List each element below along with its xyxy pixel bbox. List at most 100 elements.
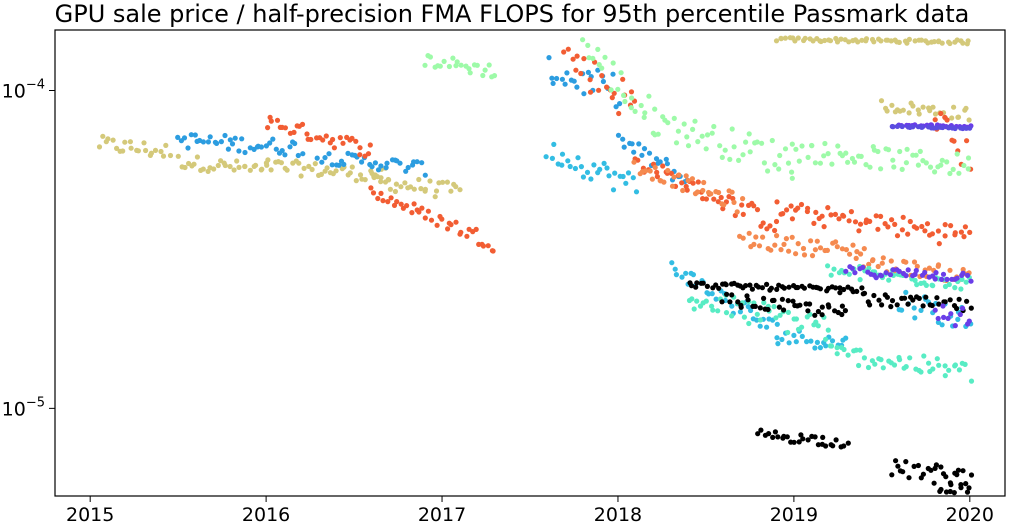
data-point <box>889 102 895 108</box>
data-point <box>932 307 938 313</box>
data-point <box>800 245 807 252</box>
data-point <box>333 168 339 174</box>
data-point <box>122 139 128 145</box>
data-point <box>847 251 853 257</box>
data-point <box>797 302 803 308</box>
data-point <box>889 217 895 223</box>
data-point <box>830 443 836 449</box>
data-point <box>440 179 446 185</box>
data-point <box>936 241 942 247</box>
data-point <box>956 296 962 302</box>
data-point <box>951 490 957 496</box>
data-point <box>163 142 169 148</box>
data-point <box>388 195 394 201</box>
data-point <box>673 140 680 146</box>
data-point <box>968 278 974 284</box>
data-point <box>398 184 404 190</box>
data-point <box>345 150 351 156</box>
data-point <box>604 84 610 90</box>
data-point <box>854 249 860 255</box>
data-point <box>780 211 786 217</box>
data-point <box>940 271 947 277</box>
data-point <box>809 253 816 259</box>
data-point <box>924 221 931 227</box>
data-point <box>278 160 284 166</box>
data-point <box>561 49 567 55</box>
data-point <box>694 189 701 195</box>
data-point <box>812 247 819 253</box>
data-point <box>912 277 918 283</box>
data-point <box>407 184 414 190</box>
data-point <box>789 234 795 240</box>
data-point <box>968 472 975 478</box>
data-point <box>956 367 963 373</box>
data-point <box>891 164 897 170</box>
data-point <box>433 188 440 194</box>
data-point <box>320 137 326 143</box>
data-point <box>933 270 939 276</box>
data-point <box>387 186 393 192</box>
data-point <box>613 104 619 110</box>
data-point <box>242 163 248 169</box>
data-point <box>681 121 687 127</box>
data-point <box>709 130 715 136</box>
data-point <box>642 110 648 116</box>
data-point <box>966 117 972 123</box>
data-point <box>701 179 707 186</box>
data-point <box>632 108 638 114</box>
data-point <box>785 298 791 304</box>
data-point <box>747 282 753 288</box>
data-point <box>200 139 206 145</box>
data-point <box>584 169 591 175</box>
data-point <box>628 89 635 95</box>
data-point <box>867 218 873 224</box>
data-point <box>823 343 829 349</box>
data-point <box>823 336 829 342</box>
data-point <box>127 139 133 145</box>
data-point <box>779 296 786 302</box>
data-point <box>758 427 764 433</box>
data-point <box>888 258 894 264</box>
data-point <box>236 164 242 170</box>
data-point <box>704 283 711 289</box>
data-point <box>793 316 800 322</box>
data-point <box>776 166 782 172</box>
data-point <box>783 236 790 242</box>
data-point <box>932 111 939 117</box>
data-point <box>774 286 780 292</box>
data-point <box>936 362 942 368</box>
data-point <box>930 283 936 289</box>
data-point <box>727 156 733 162</box>
data-point <box>572 165 579 172</box>
data-point <box>884 108 890 114</box>
data-point <box>857 347 863 353</box>
data-point <box>962 224 969 230</box>
data-point <box>944 117 950 123</box>
data-point <box>444 179 450 185</box>
data-point <box>940 303 946 309</box>
data-point <box>839 246 846 252</box>
data-point <box>903 160 910 166</box>
data-point <box>773 218 780 225</box>
data-point <box>932 117 938 123</box>
data-point <box>878 98 885 104</box>
data-point <box>453 184 459 190</box>
data-point <box>834 39 841 45</box>
data-point <box>704 132 711 138</box>
data-point <box>813 209 819 215</box>
data-point <box>652 106 658 112</box>
data-point <box>340 140 346 146</box>
data-point <box>96 144 103 150</box>
data-point <box>845 352 851 358</box>
data-point <box>432 194 438 200</box>
data-point <box>945 315 951 321</box>
data-point <box>265 157 271 163</box>
data-point <box>923 282 930 288</box>
data-point <box>888 304 894 310</box>
data-point <box>357 172 364 178</box>
data-point <box>368 185 374 191</box>
data-point <box>422 186 428 192</box>
data-point <box>785 309 792 315</box>
data-point <box>961 234 967 240</box>
data-point <box>646 93 652 99</box>
